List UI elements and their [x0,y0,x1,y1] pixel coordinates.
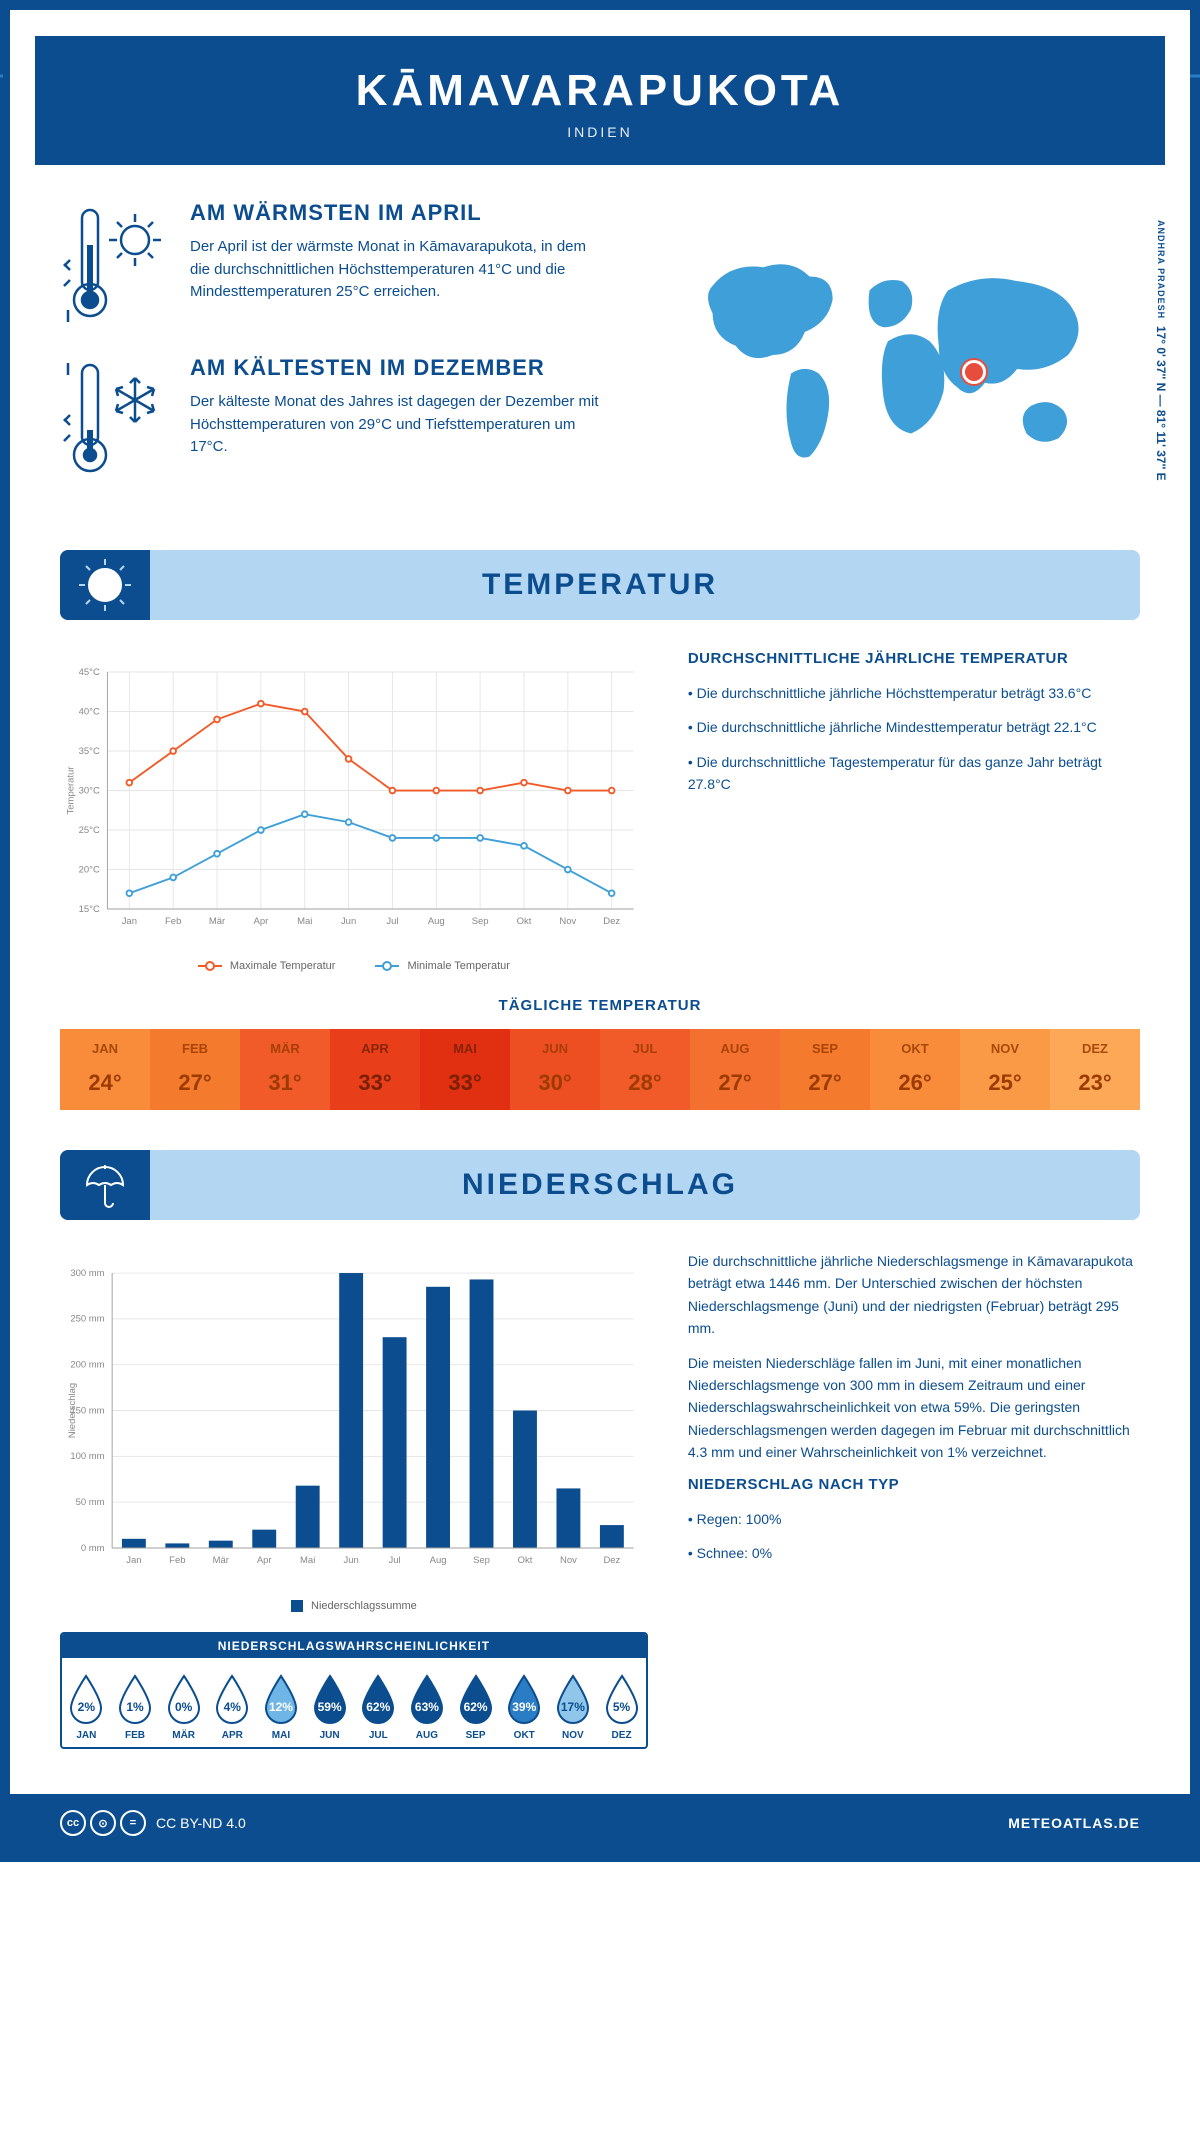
svg-text:Sep: Sep [473,1555,490,1566]
thermometer-sun-icon [60,200,170,330]
temp-cell: APR33° [330,1029,420,1110]
precipitation-title: NIEDERSCHLAG [60,1168,1140,1202]
drop-cell: 62% SEP [451,1672,500,1741]
coldest-block: AM KÄLTESTEN IM DEZEMBER Der kälteste Mo… [60,355,605,485]
temp-cell: MÄR31° [240,1029,330,1110]
world-map [645,235,1140,475]
precipitation-probability-box: NIEDERSCHLAGSWAHRSCHEINLICHKEIT 2% JAN 1… [60,1632,648,1749]
coldest-heading: AM KÄLTESTEN IM DEZEMBER [190,355,605,381]
drop-cell: 63% AUG [403,1672,452,1741]
svg-text:40°C: 40°C [79,706,100,717]
svg-text:Jan: Jan [122,916,137,927]
daily-temp-title: TÄGLICHE TEMPERATUR [60,997,1140,1014]
precipitation-summary: Die durchschnittliche jährliche Niedersc… [688,1250,1140,1749]
svg-text:45°C: 45°C [79,667,100,678]
svg-text:Temperatur: Temperatur [65,767,76,815]
temperature-legend: Maximale Temperatur Minimale Temperatur [60,960,648,972]
temp-cell: OKT26° [870,1029,960,1110]
daily-temp-strip: JAN24°FEB27°MÄR31°APR33°MAI33°JUN30°JUL2… [60,1029,1140,1110]
drop-cell: 5% DEZ [597,1672,646,1741]
svg-text:Mai: Mai [297,916,312,927]
temp-cell: NOV25° [960,1029,1050,1110]
svg-text:Jun: Jun [341,916,356,927]
thermometer-snow-icon [60,355,170,485]
temp-cell: MAI33° [420,1029,510,1110]
svg-text:0 mm: 0 mm [81,1543,105,1554]
svg-text:250 mm: 250 mm [70,1314,104,1325]
svg-text:Mär: Mär [213,1555,229,1566]
svg-text:Apr: Apr [254,916,269,927]
svg-text:15°C: 15°C [79,904,100,915]
drop-cell: 39% OKT [500,1672,549,1741]
page-subtitle: INDIEN [55,124,1145,140]
svg-text:Feb: Feb [169,1555,185,1566]
svg-text:25°C: 25°C [79,825,100,836]
precipitation-banner: NIEDERSCHLAG [60,1150,1140,1220]
umbrella-icon [60,1150,150,1220]
temp-cell: FEB27° [150,1029,240,1110]
svg-text:Mär: Mär [209,916,225,927]
warmest-heading: AM WÄRMSTEN IM APRIL [190,200,605,226]
location-marker [962,360,986,384]
drop-cell: 12% MAI [257,1672,306,1741]
svg-text:200 mm: 200 mm [70,1360,104,1371]
svg-text:100 mm: 100 mm [70,1451,104,1462]
brand-label: METEOATLAS.DE [1008,1815,1140,1831]
svg-text:35°C: 35°C [79,746,100,757]
precipitation-legend: Niederschlagssumme [60,1600,648,1612]
svg-text:Apr: Apr [257,1555,272,1566]
drop-cell: 4% APR [208,1672,257,1741]
coordinates-label: ANDHRA PRADESH 17° 0' 37'' N — 81° 11' 3… [1154,220,1168,481]
cc-icons: cc⊙= [60,1810,146,1836]
temp-cell: JAN24° [60,1029,150,1110]
warmest-block: AM WÄRMSTEN IM APRIL Der April ist der w… [60,200,605,330]
page-title: KĀMAVARAPUKOTA [55,66,1145,116]
svg-text:Nov: Nov [559,916,576,927]
drop-cell: 1% FEB [111,1672,160,1741]
svg-text:Okt: Okt [517,916,532,927]
svg-text:Okt: Okt [518,1555,533,1566]
temp-cell: SEP27° [780,1029,870,1110]
drop-cell: 62% JUL [354,1672,403,1741]
page-footer: cc⊙= CC BY-ND 4.0 METEOATLAS.DE [10,1794,1190,1852]
temp-cell: JUL28° [600,1029,690,1110]
svg-text:Jan: Jan [126,1555,141,1566]
temperature-line-chart: 15°C 20°C 25°C 30°C 35°C 40°C 45°C Jan Feb Mär Apr… [60,650,648,950]
temperature-title: TEMPERATUR [60,568,1140,602]
drop-cell: 59% JUN [305,1672,354,1741]
drop-cell: 0% MÄR [159,1672,208,1741]
drop-cell: 2% JAN [62,1672,111,1741]
temp-cell: AUG27° [690,1029,780,1110]
precipitation-bar-chart: 0 mm50 mm100 mm150 mm200 mm250 mm300 mmJ… [60,1250,648,1590]
temperature-banner: TEMPERATUR [60,550,1140,620]
svg-text:Niederschlag: Niederschlag [67,1383,78,1438]
svg-text:300 mm: 300 mm [70,1268,104,1279]
svg-text:Feb: Feb [165,916,181,927]
warmest-text: Der April ist der wärmste Monat in Kāmav… [190,236,605,304]
svg-text:Jun: Jun [344,1555,359,1566]
temp-cell: DEZ23° [1050,1029,1140,1110]
wind-icon [1185,26,1200,126]
svg-text:Aug: Aug [428,916,445,927]
temp-cell: JUN30° [510,1029,600,1110]
svg-text:Dez: Dez [603,1555,620,1566]
wind-icon [0,26,15,126]
svg-text:20°C: 20°C [79,864,100,875]
temperature-summary: DURCHSCHNITTLICHE JÄHRLICHE TEMPERATUR •… [688,650,1140,972]
sun-icon [60,550,150,620]
svg-text:Nov: Nov [560,1555,577,1566]
svg-text:Aug: Aug [430,1555,447,1566]
page-header: KĀMAVARAPUKOTA INDIEN [35,36,1165,165]
svg-text:Sep: Sep [472,916,489,927]
svg-text:Mai: Mai [300,1555,315,1566]
svg-text:50 mm: 50 mm [76,1497,105,1508]
svg-text:Dez: Dez [603,916,620,927]
svg-text:30°C: 30°C [79,785,100,796]
svg-text:Jul: Jul [386,916,398,927]
svg-text:Jul: Jul [389,1555,401,1566]
license-label: CC BY-ND 4.0 [156,1815,246,1831]
coldest-text: Der kälteste Monat des Jahres ist dagege… [190,391,605,459]
drop-cell: 17% NOV [549,1672,598,1741]
